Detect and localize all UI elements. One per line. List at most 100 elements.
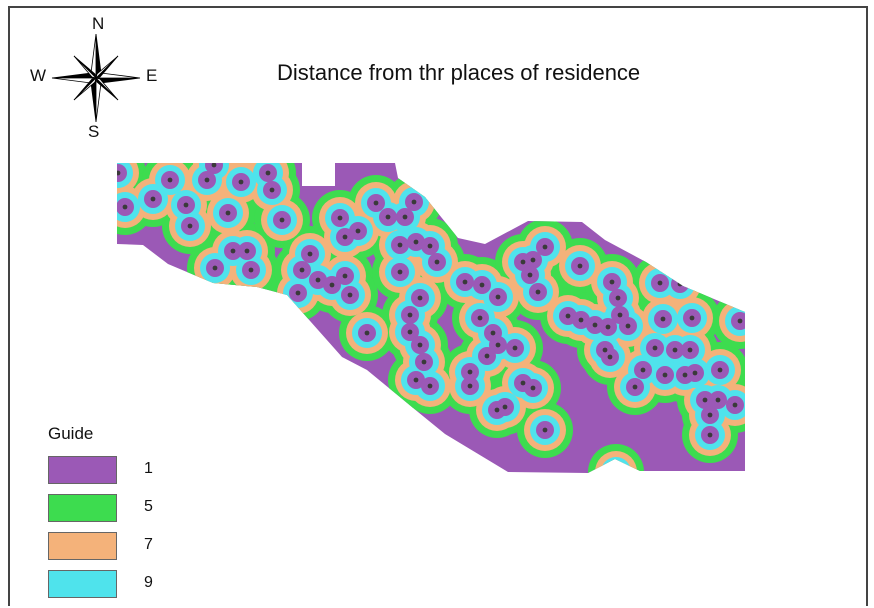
legend-item-5: 5 (48, 494, 208, 532)
residence-point (530, 257, 536, 263)
residence-point (520, 259, 526, 265)
residence-point (212, 265, 218, 271)
residence-point (462, 279, 468, 285)
residence-point (204, 177, 210, 183)
residence-point (329, 282, 335, 288)
residence-point (652, 345, 658, 351)
residence-point (307, 251, 313, 257)
residence-point (407, 312, 413, 318)
residence-point (527, 272, 533, 278)
residence-point (542, 427, 548, 433)
residence-point (427, 383, 433, 389)
zone-9-ring (665, 269, 695, 299)
residence-point (238, 179, 244, 185)
residence-point (269, 187, 275, 193)
zone-1-ring (607, 463, 625, 473)
legend: Guide 1 5 7 9 (48, 424, 208, 608)
legend-swatch-1 (48, 456, 117, 484)
residence-point (542, 244, 548, 250)
north-label: N (92, 14, 105, 33)
residence-point (411, 199, 417, 205)
residence-point (279, 217, 285, 223)
residence-point (427, 243, 433, 249)
residence-point (265, 170, 271, 176)
residence-point (535, 289, 541, 295)
residence-point (617, 312, 623, 318)
residence-point (687, 347, 693, 353)
legend-label-7: 7 (144, 536, 153, 553)
residence-point (530, 385, 536, 391)
residence-point (187, 223, 193, 229)
residence-point (484, 353, 490, 359)
residence-point (732, 402, 738, 408)
residence-point (657, 280, 663, 286)
residence-point (632, 384, 638, 390)
residence-point (613, 469, 619, 473)
residence-point (490, 330, 496, 336)
residence-point (717, 367, 723, 373)
legend-item-9: 9 (48, 570, 208, 608)
legend-item-7: 7 (48, 532, 208, 570)
residence-point (682, 372, 688, 378)
residence-point (467, 383, 473, 389)
residence-point (467, 369, 473, 375)
residence-point (117, 170, 121, 176)
residence-point (211, 163, 217, 168)
legend-swatch-9 (48, 570, 117, 598)
residence-point (373, 200, 379, 206)
residence-point (495, 294, 501, 300)
residence-point (615, 295, 621, 301)
residence-point (397, 242, 403, 248)
residence-point (602, 347, 608, 353)
residence-point (342, 234, 348, 240)
residence-point (347, 292, 353, 298)
map-frame (8, 6, 868, 606)
residence-point (150, 196, 156, 202)
legend-label-1: 1 (144, 460, 153, 477)
residence-point (689, 315, 695, 321)
west-label: W (30, 66, 47, 85)
residence-point (592, 322, 598, 328)
legend-title: Guide (48, 424, 94, 443)
legend-label-9: 9 (144, 574, 153, 591)
residence-point (495, 342, 501, 348)
residence-point (385, 214, 391, 220)
residence-point (607, 354, 613, 360)
residence-point (230, 248, 236, 254)
residence-point (434, 259, 440, 265)
residence-point (315, 277, 321, 283)
legend-item-1: 1 (48, 456, 208, 494)
residence-point (417, 295, 423, 301)
residence-point (640, 367, 646, 373)
residence-point (421, 359, 427, 365)
zone-1-ring (671, 275, 689, 293)
residence-point (737, 318, 743, 324)
residence-point (417, 342, 423, 348)
residence-point (248, 267, 254, 273)
residence-point (672, 347, 678, 353)
residence-point (707, 412, 713, 418)
residence-point (577, 263, 583, 269)
residence-point (397, 269, 403, 275)
legend-label-5: 5 (144, 498, 153, 515)
residence-point (702, 397, 708, 403)
east-label: E (146, 66, 158, 85)
map-title: Distance from thr places of residence (277, 60, 641, 85)
residence-point (578, 317, 584, 323)
residence-point (677, 281, 683, 287)
residence-point (479, 282, 485, 288)
zone-9-ring (601, 457, 631, 473)
residence-point (660, 316, 666, 322)
residence-point (565, 313, 571, 319)
south-label: S (88, 122, 100, 141)
residence-point (477, 315, 483, 321)
residence-point (342, 273, 348, 279)
residence-point (167, 177, 173, 183)
residence-point (183, 202, 189, 208)
residence-point (662, 372, 668, 378)
residence-points (117, 163, 743, 473)
residence-point (413, 239, 419, 245)
residence-point (609, 279, 615, 285)
residence-point (715, 397, 721, 403)
